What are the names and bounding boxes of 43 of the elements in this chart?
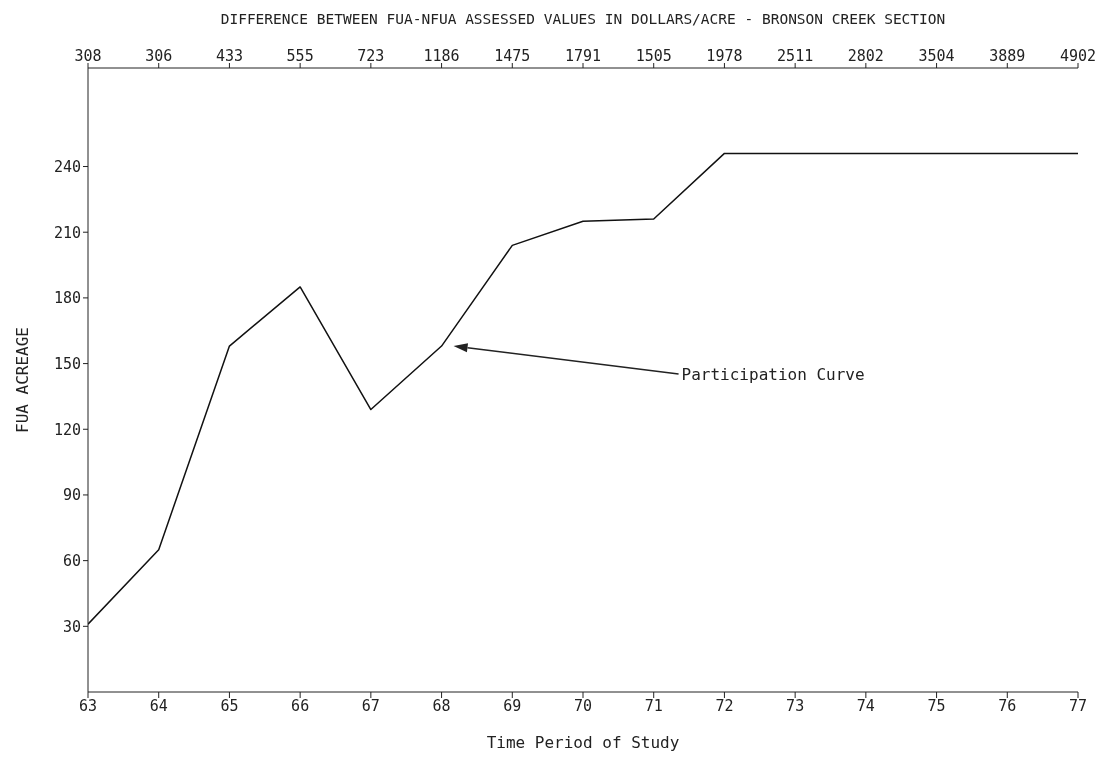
text: 3504 [918,47,955,65]
text: 723 [357,47,385,65]
y-tick-label: 60 [62,551,81,570]
line-series [88,152,1078,625]
text: 1978 [706,47,743,65]
x-tick-label: 67 [361,696,380,715]
x-tick-label: 71 [644,696,663,715]
y-tick-label: 240 [53,157,81,176]
x-tick-label: 76 [998,696,1017,715]
x-tick-label: 74 [856,696,875,715]
y-tick-label: 120 [53,420,81,439]
x-tick-label: 72 [715,696,734,715]
x-tick-label: 77 [1068,696,1088,715]
x-axis-title: Time Period of Study [486,733,680,752]
text: 555 [286,47,314,65]
text: 1505 [635,47,672,65]
y-axis-title: FUA ACREAGE [12,327,32,433]
text: 2511 [777,47,814,65]
x-tick-label: 64 [149,696,168,715]
text: 2802 [847,47,884,65]
text: 1475 [494,47,531,65]
y-tick-label: 90 [62,486,81,505]
x-tick-label: 73 [786,696,805,715]
x-tick-label: 65 [220,696,239,715]
text: 308 [74,47,102,65]
x2-axis-title: DIFFERENCE BETWEEN FUA-NFUA ASSESSED VALUES IN DOLLARS/ACRE - BRONSON CREEK SECTION [220,11,946,28]
x-tick-label: 69 [503,696,522,715]
text: 433 [215,47,243,65]
text: 1186 [423,47,460,65]
y-tick-label: 180 [53,289,81,308]
x-tick-label: 68 [432,696,451,715]
text: 4902 [1059,47,1097,65]
annotation: Participation Curve [681,365,865,385]
y-tick-label: 150 [53,354,81,373]
y-tick-label: 210 [53,223,81,242]
x-tick-label: 66 [291,696,310,715]
y-tick-label: 30 [62,617,81,636]
x-tick-label: 75 [927,696,946,715]
text: 3889 [989,47,1026,65]
text: 1791 [564,47,602,65]
x-tick-label: 70 [573,696,593,715]
text: 306 [145,47,173,65]
x-tick-label: 63 [78,696,98,715]
